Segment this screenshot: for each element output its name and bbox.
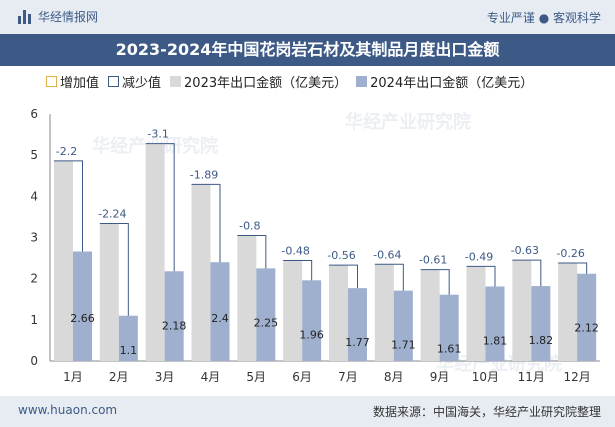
value-label-2024: 1.82 <box>529 334 554 347</box>
brand-name: 华经情报网 <box>38 10 99 24</box>
value-label-2024: 2.66 <box>70 312 95 325</box>
x-tick-label: 12月 <box>563 370 590 384</box>
x-tick-label: 5月 <box>246 370 266 384</box>
x-tick-label: 1月 <box>63 370 83 384</box>
y-tick-label: 5 <box>30 148 38 162</box>
tagline: 专业严谨 ● 客观科学 <box>486 11 601 25</box>
bar-2024 <box>485 286 505 361</box>
change-label: -0.61 <box>419 254 447 267</box>
change-bracket <box>145 143 175 272</box>
value-label-2024: 1.77 <box>345 336 370 349</box>
bar-2023 <box>512 260 532 361</box>
value-label-2024: 2.25 <box>254 316 279 329</box>
bar-2023 <box>283 260 303 361</box>
bar-2023 <box>99 223 119 361</box>
change-bracket <box>329 264 358 289</box>
bar-2023 <box>54 160 73 361</box>
bar-2023 <box>558 263 578 361</box>
bar-2024 <box>164 271 184 361</box>
change-label: -0.26 <box>556 247 584 260</box>
footer: www.huaon.com 数据来源：中国海关，华经产业研究院整理 <box>0 396 615 427</box>
legend-increase: 增加值 <box>46 72 99 91</box>
value-label-2024: 2.12 <box>574 322 599 335</box>
change-label: -0.48 <box>281 245 309 258</box>
value-label-2024: 2.4 <box>211 312 229 325</box>
bar-2023 <box>145 143 165 361</box>
bar-2024 <box>531 286 551 361</box>
legend-2024: 2024年出口金额（亿美元） <box>356 72 533 91</box>
change-bracket <box>374 263 404 291</box>
value-label-2024: 1.1 <box>120 344 138 357</box>
bar-2023 <box>191 184 211 361</box>
bar-2024 <box>73 251 92 361</box>
value-label-2024: 1.71 <box>391 339 416 352</box>
x-tick-label: 3月 <box>155 370 175 384</box>
x-tick-label: 10月 <box>472 370 499 384</box>
bar-2024 <box>439 294 459 361</box>
x-tick-label: 2月 <box>109 370 129 384</box>
bar-2024 <box>118 315 138 361</box>
change-bracket <box>558 262 588 274</box>
series-2024-swatch-icon <box>356 76 368 87</box>
logo-icon <box>18 9 32 24</box>
series-2023-swatch-icon <box>170 76 182 87</box>
change-label: -1.89 <box>190 168 218 181</box>
bar-2024 <box>348 288 367 361</box>
change-bracket <box>420 269 450 295</box>
bar-2023 <box>420 269 440 361</box>
change-bracket <box>512 259 542 287</box>
y-tick-label: 4 <box>30 189 38 203</box>
change-label: -0.56 <box>327 249 355 262</box>
bar-2023 <box>466 266 486 361</box>
change-label: -0.8 <box>239 219 260 232</box>
x-tick-label: 4月 <box>201 370 221 384</box>
chart-area: 0 1 2 3 4 5 6 -2.2 2.66 1月 -2.24 1.1 2月 -3.1 2.18 3月 -1.… <box>30 107 600 384</box>
change-bracket <box>99 223 129 316</box>
bar-2024 <box>302 280 322 361</box>
change-label: -3.1 <box>147 128 168 141</box>
increase-swatch-icon <box>46 76 57 87</box>
decrease-swatch-icon <box>108 76 120 87</box>
y-tick-label: 6 <box>30 107 38 121</box>
legend: 增加值 减少值 2023年出口金额（亿美元） 2024年出口金额（亿美元） <box>46 72 542 91</box>
site-link[interactable]: www.huaon.com <box>18 403 118 417</box>
brand[interactable]: 华经情报网 <box>18 8 98 25</box>
x-tick-label: 7月 <box>338 370 358 384</box>
legend-decrease: 减少值 <box>108 72 161 91</box>
change-label: -2.2 <box>56 145 77 158</box>
change-label: -0.63 <box>511 244 539 257</box>
change-bracket <box>283 260 313 281</box>
change-label: -0.64 <box>373 248 401 261</box>
x-tick-label: 6月 <box>292 370 312 384</box>
top-bar: 华经情报网 专业严谨 ● 客观科学 <box>0 0 615 34</box>
x-tick-label: 11月 <box>518 370 545 384</box>
x-tick-label: 8月 <box>384 370 404 384</box>
change-label: -0.49 <box>465 250 493 263</box>
change-bracket <box>466 265 496 287</box>
bar-2023 <box>329 265 348 361</box>
bar-2024 <box>393 290 413 361</box>
bar-2023 <box>374 264 394 361</box>
value-label-2024: 1.96 <box>299 328 324 341</box>
data-source: 数据来源：中国海关，华经产业研究院整理 <box>372 405 601 419</box>
change-label: -2.24 <box>98 208 126 221</box>
change-bracket <box>54 160 83 252</box>
y-tick-label: 3 <box>30 231 38 245</box>
y-tick-label: 0 <box>30 354 38 368</box>
bar-2024 <box>577 273 597 361</box>
change-bracket <box>237 234 267 269</box>
bar-2023 <box>237 235 257 361</box>
chart-title: 2023-2024年中国花岗岩石材及其制品月度出口金额 <box>0 34 615 66</box>
value-label-2024: 1.81 <box>483 334 508 347</box>
legend-2023: 2023年出口金额（亿美元） <box>170 72 347 91</box>
x-tick-label: 9月 <box>430 370 450 384</box>
bar-2024 <box>256 268 276 361</box>
value-label-2024: 2.18 <box>162 319 187 332</box>
y-tick-label: 2 <box>30 272 38 286</box>
y-tick-label: 1 <box>30 313 38 327</box>
change-bracket <box>191 183 221 263</box>
bar-2024 <box>210 262 230 361</box>
value-label-2024: 1.61 <box>437 343 462 356</box>
